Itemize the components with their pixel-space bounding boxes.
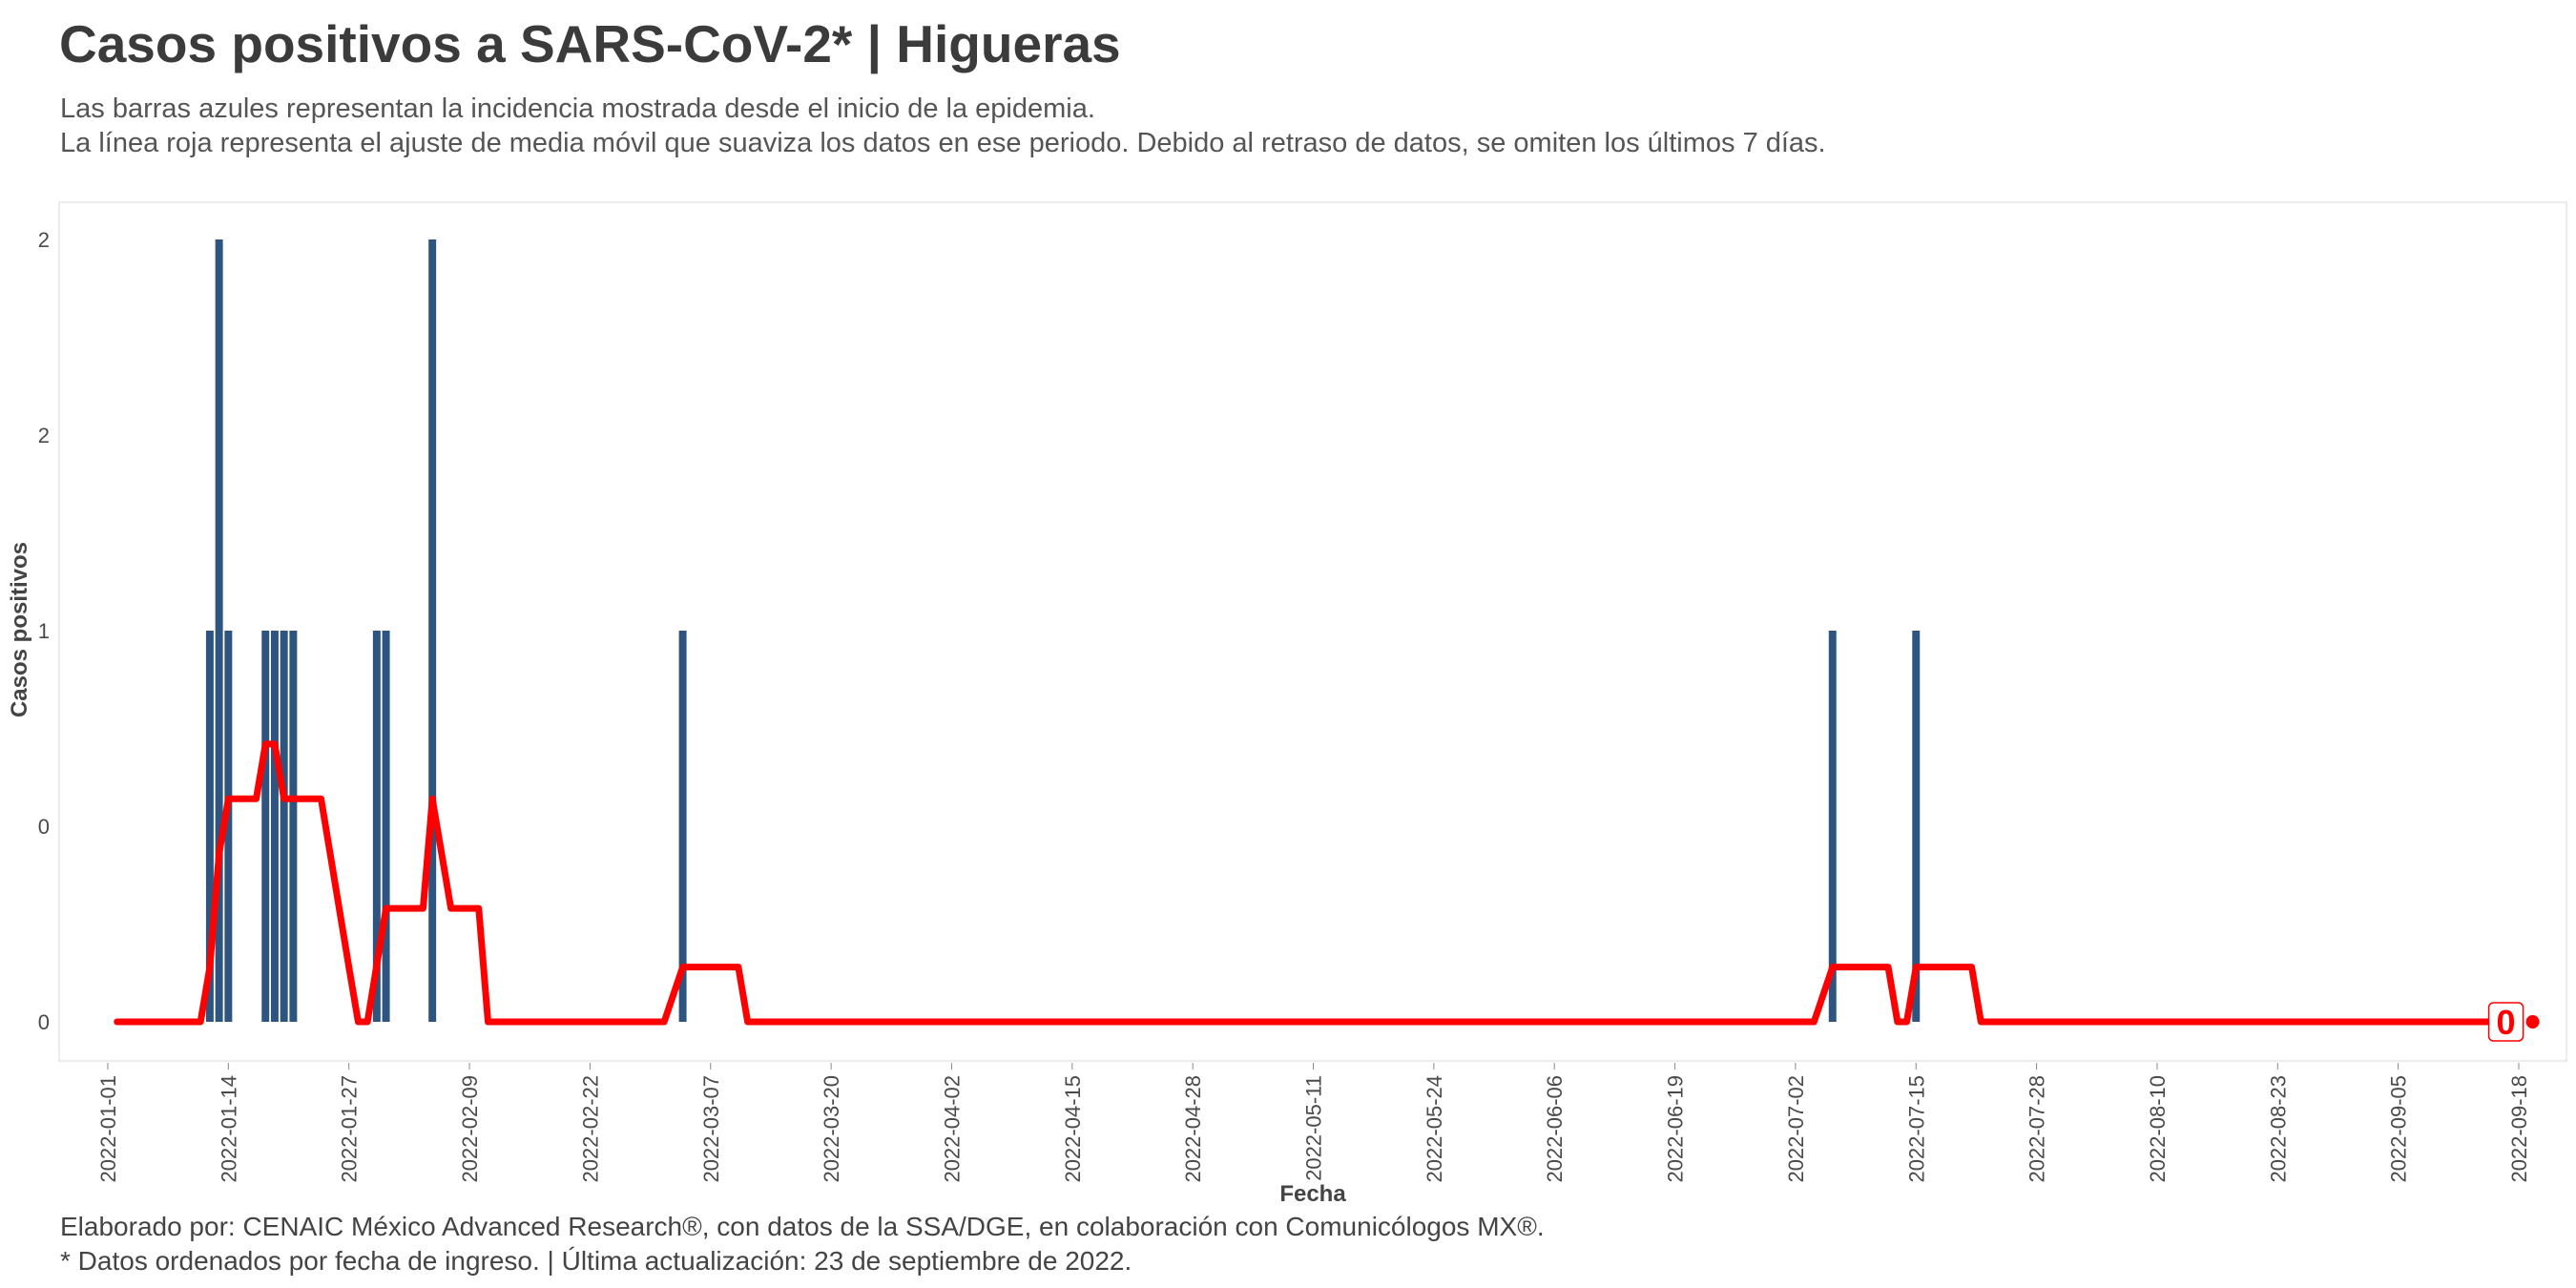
x-tick-label: 2022-06-19 bbox=[1664, 1075, 1688, 1183]
y-tick-label: 0 bbox=[38, 1010, 50, 1034]
end-label: 0 bbox=[2497, 1003, 2516, 1042]
y-axis-title: Casos positivos bbox=[7, 542, 32, 717]
bar bbox=[1912, 631, 1921, 1022]
x-tick-label: 2022-04-15 bbox=[1061, 1075, 1085, 1183]
bar bbox=[372, 631, 381, 1022]
end-label-box bbox=[2487, 1002, 2524, 1042]
chart-subtitle: Las barras azules representan la inciden… bbox=[60, 92, 1826, 160]
x-tick-label: 2022-07-02 bbox=[1784, 1075, 1808, 1183]
y-axis-ticks: 0 0 1 2 2 bbox=[38, 228, 50, 1034]
x-tick-label: 2022-05-11 bbox=[1302, 1075, 1326, 1181]
subtitle-line-2: La línea roja representa el ajuste de me… bbox=[60, 128, 1826, 158]
bar bbox=[215, 239, 223, 1022]
bar bbox=[270, 631, 279, 1022]
x-tick-label: 2022-03-20 bbox=[820, 1075, 843, 1183]
bar bbox=[1828, 631, 1837, 1022]
moving-average-line bbox=[114, 740, 2504, 1026]
y-tick-label: 1 bbox=[38, 619, 50, 643]
bar bbox=[382, 631, 390, 1022]
end-point bbox=[2525, 1015, 2540, 1028]
subtitle-line-1: Las barras azules representan la inciden… bbox=[60, 93, 1095, 124]
x-tick-label: 2022-04-02 bbox=[940, 1075, 964, 1183]
moving-average-layer bbox=[114, 740, 2504, 1026]
x-tick-label: 2022-05-24 bbox=[1423, 1075, 1446, 1183]
bar bbox=[224, 631, 233, 1022]
end-label-layer: 0 bbox=[2487, 1002, 2540, 1042]
x-tick-label: 2022-08-23 bbox=[2266, 1075, 2290, 1183]
x-tick-label: 2022-07-28 bbox=[2025, 1075, 2049, 1183]
caption-line-2: * Datos ordenados por fecha de ingreso. … bbox=[60, 1246, 1132, 1276]
y-tick-label: 2 bbox=[38, 424, 50, 447]
bars-layer bbox=[205, 239, 1921, 1022]
chart-caption: Elaborado por: CENAIC México Advanced Re… bbox=[60, 1210, 1545, 1278]
y-tick-label: 2 bbox=[38, 228, 50, 252]
x-tick-label: 2022-09-18 bbox=[2507, 1075, 2531, 1183]
x-tick-label: 2022-02-22 bbox=[578, 1075, 602, 1183]
bar bbox=[280, 631, 288, 1022]
bar bbox=[678, 631, 687, 1022]
x-tick-label: 2022-03-07 bbox=[699, 1075, 723, 1183]
bar bbox=[428, 239, 437, 1022]
x-tick-label: 2022-06-06 bbox=[1543, 1075, 1567, 1183]
x-tick-label: 2022-02-09 bbox=[458, 1075, 482, 1183]
chart-title: Casos positivos a SARS-CoV-2* | Higueras bbox=[59, 14, 1121, 73]
x-tick-label: 2022-08-10 bbox=[2146, 1075, 2170, 1183]
x-tick-label: 2022-01-14 bbox=[217, 1075, 240, 1183]
x-axis-title: Fecha bbox=[1279, 1181, 1346, 1207]
x-axis-ticks: 2022-01-01 2022-01-14 2022-01-27 2022-02-09… bbox=[96, 1063, 2531, 1183]
bar bbox=[289, 631, 298, 1022]
caption-line-1: Elaborado por: CENAIC México Advanced Re… bbox=[60, 1212, 1545, 1241]
x-tick-label: 2022-01-27 bbox=[338, 1075, 362, 1183]
x-tick-label: 2022-01-01 bbox=[96, 1075, 120, 1183]
x-tick-label: 2022-07-15 bbox=[1904, 1075, 1928, 1183]
bar bbox=[261, 631, 270, 1022]
x-tick-label: 2022-04-28 bbox=[1181, 1075, 1205, 1183]
y-tick-label: 0 bbox=[38, 815, 50, 839]
x-tick-label: 2022-09-05 bbox=[2387, 1075, 2411, 1183]
bar bbox=[205, 631, 214, 1022]
plot-panel bbox=[58, 201, 2567, 1062]
